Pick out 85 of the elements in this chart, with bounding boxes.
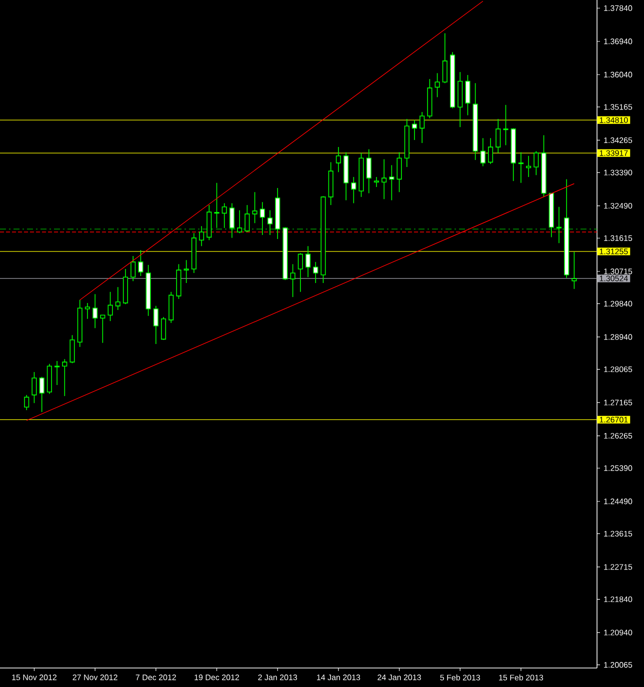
x-tick-label: 27 Nov 2012: [72, 674, 118, 680]
candlestick: [290, 264, 296, 298]
y-tick-label: 1.34265: [604, 137, 632, 144]
candlestick: [32, 372, 37, 404]
y-tick-label: 1.20940: [604, 630, 632, 636]
ref-line-label: 1.26701: [600, 416, 628, 423]
candlestick: [199, 226, 204, 246]
candlestick: [313, 262, 318, 284]
candlestick: [382, 158, 387, 200]
y-tick-label: 1.32490: [604, 202, 632, 209]
candlestick: [100, 314, 106, 344]
candlestick: [229, 202, 234, 238]
y-tick-label: 1.28065: [604, 366, 632, 372]
ref-line-label: 1.34810: [600, 117, 628, 123]
candlestick: [366, 148, 372, 194]
x-tick-label: 2 Jan 2013: [258, 674, 298, 680]
y-tick-label: 1.36940: [604, 38, 632, 44]
candlestick: [442, 32, 448, 84]
x-tick-label: 15 Nov 2012: [12, 674, 56, 680]
y-tick-label: 1.24490: [604, 498, 632, 504]
candlestick: [336, 146, 341, 173]
candlestick: [160, 316, 166, 340]
x-tick-label: 24 Jan 2013: [378, 674, 421, 680]
y-tick-label: 1.21840: [604, 596, 632, 602]
ref-line-label: 1.30524: [600, 276, 628, 282]
candlestick: [84, 302, 90, 320]
candlestick: [503, 104, 508, 146]
ref-line-label: 1.31255: [600, 248, 628, 254]
candlestick: [39, 376, 44, 412]
candlestick: [434, 72, 440, 98]
candlestick: [534, 150, 539, 176]
x-tick-label: 15 Feb 2013: [499, 674, 544, 680]
candlestick: [488, 138, 494, 164]
y-tick-label: 1.26265: [604, 432, 632, 439]
candlestick: [222, 202, 227, 228]
y-tick-label: 1.23615: [604, 530, 632, 537]
y-tick-label: 1.28940: [604, 334, 632, 340]
candlestick: [115, 286, 120, 310]
candlestick: [252, 192, 258, 224]
candlestick: [389, 164, 394, 201]
candlestick: [374, 176, 379, 188]
candlestick: [465, 74, 470, 116]
y-tick-label: 1.36040: [604, 72, 632, 78]
candlestick: [480, 138, 486, 167]
y-tick-label: 1.20065: [604, 662, 632, 668]
y-tick-label: 1.33390: [604, 170, 632, 176]
candlestick: [54, 360, 60, 386]
x-tick-label: 19 Dec 2012: [194, 674, 240, 680]
candlestick: [267, 210, 273, 236]
candlestick: [244, 204, 250, 232]
y-tick-label: 1.22715: [604, 564, 632, 570]
y-tick-label: 1.37840: [604, 5, 632, 11]
candlestick: [138, 250, 144, 276]
candlestick: [412, 120, 418, 140]
candlestick: [305, 246, 311, 278]
candlestick: [108, 291, 113, 322]
candlestick: [130, 256, 136, 282]
candlestick: [351, 176, 356, 204]
y-tick-label: 1.25390: [604, 465, 632, 471]
candlestick: [237, 210, 242, 234]
candlestick: [153, 306, 158, 344]
candlestick: [24, 394, 30, 411]
ref-line-label: 1.33917: [600, 150, 628, 156]
candlestick: [92, 294, 98, 328]
candlestick: [184, 260, 189, 284]
candlestick: [70, 334, 75, 364]
candlestick: [526, 156, 532, 178]
x-tick-label: 14 Jan 2013: [317, 674, 360, 680]
x-tick-label: 7 Dec 2012: [136, 674, 176, 680]
candlestick: [62, 358, 68, 396]
y-tick-label: 1.30715: [604, 268, 632, 274]
candlestick: [298, 252, 303, 292]
candlestick: [496, 118, 501, 154]
x-tick-label: 5 Feb 2013: [440, 674, 480, 680]
y-tick-label: 1.27165: [604, 400, 632, 406]
candlestick: [260, 202, 265, 236]
candlestick: [518, 152, 524, 184]
candlestick: [420, 112, 425, 144]
y-tick-label: 1.35165: [604, 104, 632, 110]
candlestick: [572, 252, 577, 290]
candlestick: [396, 152, 402, 193]
candlestick: [556, 206, 562, 244]
y-tick-label: 1.29840: [604, 300, 632, 307]
y-tick-label: 1.31615: [604, 235, 632, 241]
candlestick: [214, 182, 220, 228]
